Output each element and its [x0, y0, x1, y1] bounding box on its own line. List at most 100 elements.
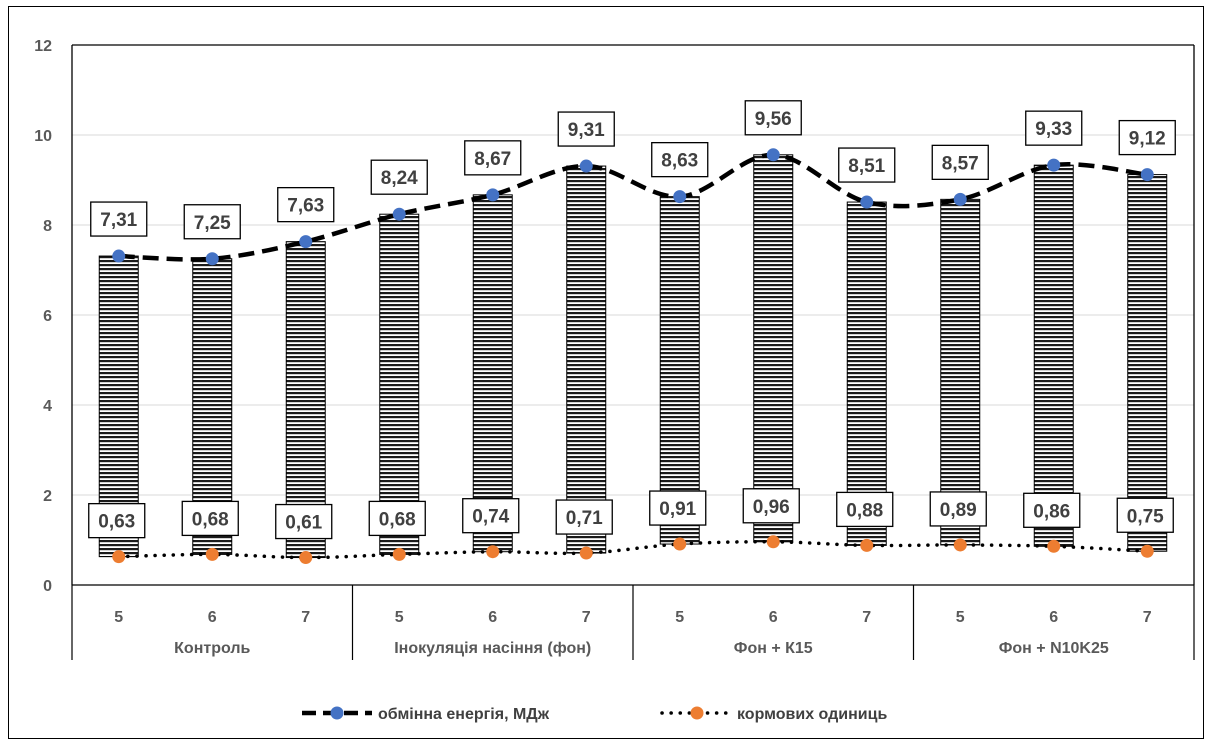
data-label-box	[744, 100, 802, 136]
data-label: 0,91	[659, 499, 696, 520]
point-feed-units	[205, 547, 219, 561]
data-label-box	[1118, 119, 1176, 156]
point-feed-units	[953, 538, 967, 552]
data-label-box	[557, 111, 615, 147]
bar	[846, 201, 887, 546]
data-label-box	[462, 498, 520, 534]
legend-marker-feed-units	[690, 706, 704, 720]
data-label: 8,63	[661, 151, 698, 172]
point-feed-units	[1140, 544, 1154, 558]
data-label: 0,89	[940, 500, 977, 521]
data-label-box	[651, 141, 709, 178]
point-feed-units	[112, 550, 126, 564]
data-label-box	[88, 502, 146, 539]
data-label-box	[464, 140, 522, 176]
data-label: 0,71	[566, 508, 603, 529]
x-group-label: Контроль	[174, 640, 250, 657]
y-tick-label: 6	[43, 308, 52, 325]
point-energy	[205, 252, 219, 266]
data-label: 8,57	[942, 153, 979, 174]
x-tick-label: 5	[395, 609, 404, 626]
point-energy	[860, 195, 874, 209]
point-energy	[112, 249, 126, 263]
data-label-box	[555, 499, 613, 535]
x-tick-label: 5	[114, 609, 123, 626]
y-tick-label: 10	[34, 128, 52, 145]
y-tick-label: 0	[43, 578, 52, 595]
data-label-box	[742, 488, 800, 524]
data-label-box	[649, 490, 707, 526]
y-tick-label: 8	[43, 218, 52, 235]
data-label: 9,12	[1129, 129, 1166, 150]
point-energy	[1047, 158, 1061, 172]
point-energy	[673, 190, 687, 204]
y-tick-label: 12	[34, 38, 52, 55]
data-label-box	[368, 500, 426, 537]
data-label-box	[183, 204, 241, 240]
x-tick-label: 5	[956, 609, 965, 626]
data-label: 9,33	[1035, 119, 1072, 140]
data-label-box	[836, 491, 894, 528]
point-feed-units	[766, 535, 780, 549]
gridlines	[71, 44, 1195, 585]
data-label: 0,68	[192, 509, 229, 530]
point-energy	[953, 192, 967, 206]
point-feed-units	[579, 546, 593, 560]
x-tick-label: 6	[1049, 609, 1058, 626]
point-feed-units	[299, 551, 313, 565]
data-label-box	[370, 159, 428, 195]
bar	[940, 198, 981, 546]
bar	[566, 165, 607, 554]
point-energy	[392, 207, 406, 221]
series-line-energy	[118, 152, 1148, 262]
x-tick-label: 7	[301, 609, 310, 626]
data-label: 0,68	[379, 509, 416, 530]
y-tick-label: 4	[43, 398, 52, 415]
y-axis-ticks: 0 2 4 6 8 10 12	[34, 38, 52, 595]
x-group-label: Фон + N10K25	[999, 640, 1109, 657]
data-label-box	[931, 144, 989, 181]
bar	[753, 154, 794, 543]
x-tick-label: 5	[675, 609, 684, 626]
data-label: 0,61	[285, 513, 322, 534]
data-label: 7,31	[100, 210, 137, 231]
data-label: 0,88	[846, 500, 883, 521]
series-line-feed-units	[117, 540, 1149, 560]
legend: обмінна енергія, МДж кормових одиниць	[302, 706, 887, 723]
data-label: 0,74	[472, 507, 509, 528]
data-label: 8,24	[381, 168, 418, 189]
x-tick-label: 6	[769, 609, 778, 626]
data-label-box	[90, 201, 148, 237]
x-axis: 5 6 7 5 6 7 5 6 7 5 6 7 Контроль Інокуляція насіння (…	[71, 584, 1195, 660]
x-tick-label: 7	[582, 609, 591, 626]
x-tick-label: 7	[862, 609, 871, 626]
data-label-box	[277, 186, 335, 223]
point-energy	[766, 148, 780, 162]
point-energy	[299, 235, 313, 249]
x-tick-label: 7	[1143, 609, 1152, 626]
data-label-box	[1116, 497, 1174, 533]
data-label: 0,96	[753, 497, 790, 518]
legend-label-energy: обмінна енергія, МДж	[378, 706, 550, 723]
point-energy	[1140, 168, 1154, 182]
data-label: 0,63	[98, 512, 135, 533]
data-label: 9,31	[568, 120, 605, 141]
legend-marker-energy	[330, 706, 344, 720]
bar	[1033, 164, 1074, 547]
data-labels: 7,31 7,25 7,63 8,24 8,67 9,31 8,63 9,56 8,51 8,57…	[88, 100, 1176, 540]
point-feed-units	[392, 547, 406, 561]
data-label: 7,25	[194, 213, 231, 234]
point-feed-units	[486, 545, 500, 559]
point-energy	[486, 188, 500, 202]
bars	[98, 154, 1168, 559]
data-label: 8,67	[474, 149, 511, 170]
point-energy	[579, 159, 593, 173]
data-label-box	[275, 503, 333, 540]
bar	[1127, 174, 1168, 552]
series-lines	[117, 152, 1149, 560]
point-feed-units	[860, 538, 874, 552]
legend-label-feed-units: кормових одиниць	[737, 706, 887, 723]
data-label: 0,86	[1033, 501, 1070, 522]
data-label-box	[1025, 110, 1083, 146]
data-label: 9,56	[755, 109, 792, 130]
